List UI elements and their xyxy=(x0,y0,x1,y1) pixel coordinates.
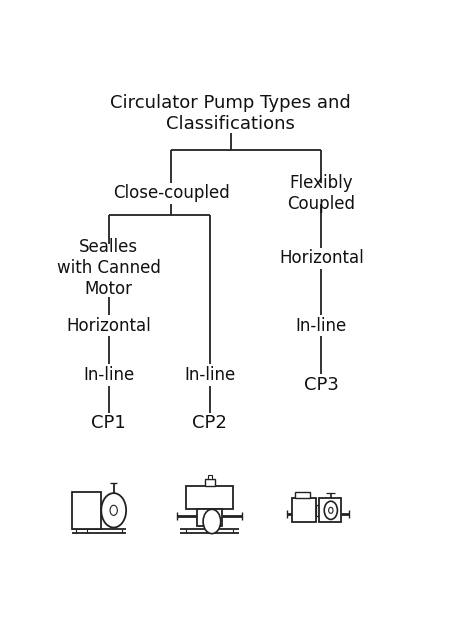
Text: In-line: In-line xyxy=(296,317,347,335)
FancyBboxPatch shape xyxy=(207,475,212,479)
Text: In-line: In-line xyxy=(83,366,134,384)
Circle shape xyxy=(110,505,117,515)
FancyBboxPatch shape xyxy=(316,505,319,516)
Text: Horizontal: Horizontal xyxy=(279,249,364,267)
Text: CP3: CP3 xyxy=(304,376,339,394)
Text: CP2: CP2 xyxy=(192,414,227,432)
FancyBboxPatch shape xyxy=(292,498,316,523)
FancyBboxPatch shape xyxy=(72,492,101,528)
Text: Circulator Pump Types and
Classifications: Circulator Pump Types and Classification… xyxy=(110,95,351,133)
Text: CP1: CP1 xyxy=(91,414,126,432)
FancyBboxPatch shape xyxy=(295,492,310,498)
Text: Close-coupled: Close-coupled xyxy=(113,184,230,202)
Circle shape xyxy=(324,501,338,520)
FancyBboxPatch shape xyxy=(186,486,233,510)
Text: Horizontal: Horizontal xyxy=(66,317,151,335)
FancyBboxPatch shape xyxy=(205,479,215,486)
Text: In-line: In-line xyxy=(184,366,235,384)
Circle shape xyxy=(328,507,333,513)
Text: Sealles
with Canned
Motor: Sealles with Canned Motor xyxy=(57,238,161,298)
Circle shape xyxy=(101,493,126,528)
FancyBboxPatch shape xyxy=(319,498,341,523)
FancyBboxPatch shape xyxy=(101,503,105,518)
Circle shape xyxy=(203,510,220,533)
Text: Flexibly
Coupled: Flexibly Coupled xyxy=(287,174,356,213)
FancyBboxPatch shape xyxy=(197,510,222,525)
